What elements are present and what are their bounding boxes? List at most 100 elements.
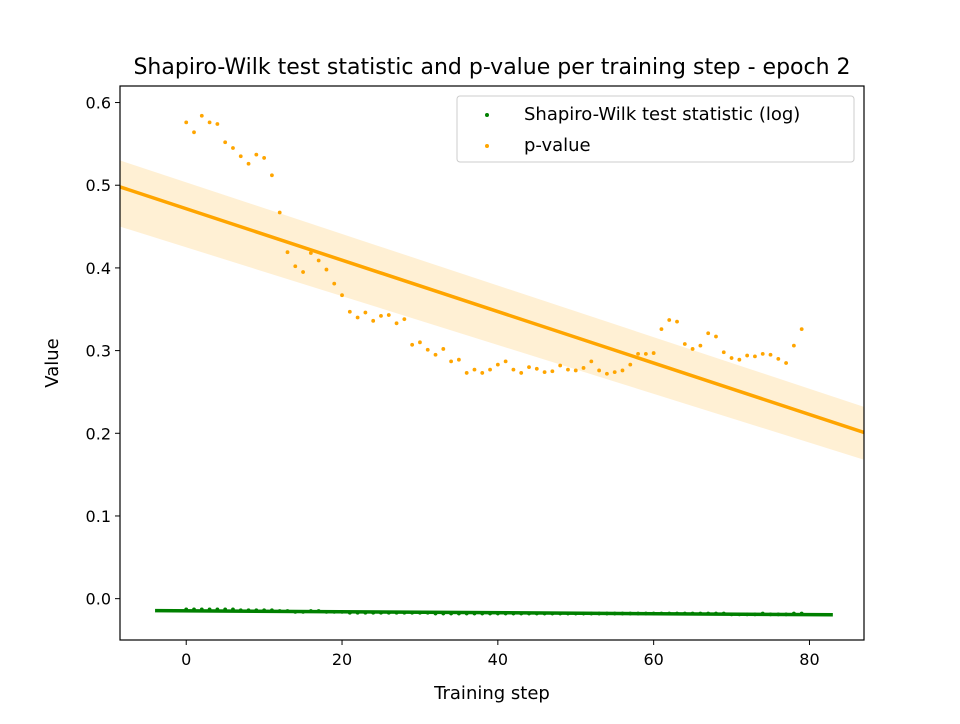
data-point-series-1 — [192, 130, 196, 135]
data-point-series-1 — [441, 347, 446, 351]
y-tick-label: 0.6 — [86, 94, 111, 113]
regression-line-1 — [155, 608, 833, 617]
data-point-series-1 — [394, 321, 399, 326]
legend-marker-pvalue — [485, 144, 489, 148]
data-point-series-1 — [597, 368, 602, 373]
data-point-series-1 — [511, 367, 516, 372]
data-point-series-1 — [379, 313, 383, 318]
data-point-series-1 — [425, 347, 430, 352]
data-point-series-1 — [659, 327, 664, 331]
series-1 — [184, 113, 804, 376]
data-point-series-1 — [231, 146, 235, 150]
data-point-series-1 — [316, 258, 321, 263]
data-point-series-1 — [527, 365, 531, 370]
y-tick-label: 0.1 — [86, 507, 111, 526]
data-point-series-1 — [285, 250, 290, 255]
data-point-series-1 — [799, 327, 804, 331]
data-point-series-1 — [605, 371, 609, 376]
data-point-series-1 — [472, 367, 477, 372]
data-point-series-1 — [534, 366, 539, 371]
data-point-series-1 — [745, 353, 750, 358]
data-point-series-1 — [270, 173, 274, 178]
data-point-series-1 — [386, 313, 391, 317]
legend-marker-shapiro — [485, 113, 489, 117]
legend: Shapiro-Wilk test statistic (log) p-valu… — [456, 95, 855, 163]
data-point-series-1 — [418, 340, 422, 345]
data-point-series-1 — [675, 319, 679, 324]
data-point-series-1 — [246, 161, 251, 166]
data-point-series-1 — [698, 343, 703, 348]
data-point-series-1 — [464, 371, 469, 375]
plot-area — [120, 113, 864, 617]
legend-frame — [456, 95, 855, 163]
data-point-series-1 — [558, 363, 563, 368]
data-point-series-1 — [433, 352, 438, 357]
data-point-series-1 — [581, 366, 586, 370]
data-point-series-1 — [667, 318, 672, 322]
data-point-series-1 — [277, 210, 282, 215]
data-point-series-1 — [449, 359, 453, 364]
data-point-series-1 — [347, 309, 352, 314]
y-tick-label: 0.2 — [86, 424, 111, 443]
legend-label-pvalue: p-value — [524, 135, 591, 156]
data-point-series-1 — [332, 281, 337, 286]
data-point-series-1 — [620, 368, 625, 373]
data-point-series-1 — [643, 352, 648, 356]
data-point-series-1 — [308, 251, 313, 255]
data-point-series-1 — [495, 362, 500, 367]
data-point-series-1 — [207, 120, 212, 125]
data-point-series-1 — [791, 343, 796, 348]
data-point-series-1 — [776, 356, 781, 361]
legend-label-shapiro: Shapiro-Wilk test statistic (log) — [524, 104, 800, 125]
data-point-series-1 — [706, 331, 711, 336]
data-point-series-1 — [254, 152, 259, 157]
data-point-series-1 — [566, 367, 570, 372]
data-point-series-1 — [223, 140, 228, 145]
data-point-series-1 — [199, 113, 204, 118]
data-point-series-1 — [402, 317, 407, 322]
data-point-series-1 — [238, 154, 243, 159]
data-point-series-1 — [355, 315, 360, 320]
data-point-series-1 — [456, 357, 461, 362]
data-point-series-1 — [262, 156, 267, 160]
data-point-series-1 — [573, 368, 578, 373]
data-point-series-1 — [651, 351, 656, 355]
data-point-series-1 — [729, 356, 734, 360]
data-point-series-1 — [636, 352, 640, 356]
data-point-series-1 — [589, 359, 594, 364]
data-point-series-1 — [363, 310, 368, 315]
data-point-series-1 — [682, 342, 687, 346]
data-point-series-1 — [784, 361, 788, 365]
y-tick-label: 0.4 — [86, 259, 111, 278]
chart-title: Shapiro-Wilk test statistic and p-value … — [133, 55, 850, 80]
data-point-series-1 — [721, 350, 726, 355]
data-point-series-1 — [301, 270, 305, 274]
y-tick-label: 0.3 — [86, 342, 111, 361]
x-tick-label: 0 — [181, 650, 191, 669]
data-point-series-1 — [371, 318, 376, 323]
x-tick-label: 60 — [643, 650, 663, 669]
data-point-series-1 — [737, 357, 742, 362]
y-tick-label: 0.0 — [86, 590, 111, 609]
x-axis-label: Training step — [433, 683, 550, 704]
data-point-series-1 — [753, 354, 757, 359]
data-point-series-1 — [410, 342, 415, 347]
data-point-series-1 — [760, 352, 765, 356]
data-point-series-1 — [503, 359, 508, 364]
data-point-series-1 — [612, 370, 617, 374]
y-tick-label: 0.5 — [86, 176, 111, 195]
regression-line-0 — [120, 185, 864, 435]
data-point-series-1 — [714, 334, 718, 339]
data-point-series-1 — [628, 362, 633, 367]
plot-frame — [119, 85, 865, 641]
data-point-series-1 — [690, 347, 695, 351]
data-point-series-1 — [184, 120, 189, 125]
x-tick-label: 40 — [488, 650, 508, 669]
data-point-series-1 — [768, 352, 773, 357]
data-point-series-1 — [480, 371, 485, 375]
data-point-series-1 — [340, 293, 344, 298]
data-point-series-1 — [550, 369, 555, 374]
data-point-series-1 — [215, 122, 220, 126]
